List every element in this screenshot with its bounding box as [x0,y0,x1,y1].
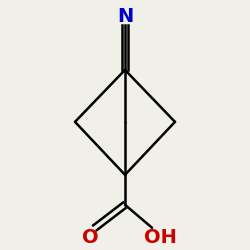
Text: OH: OH [144,228,176,247]
Text: N: N [117,8,133,26]
Text: O: O [82,228,98,247]
